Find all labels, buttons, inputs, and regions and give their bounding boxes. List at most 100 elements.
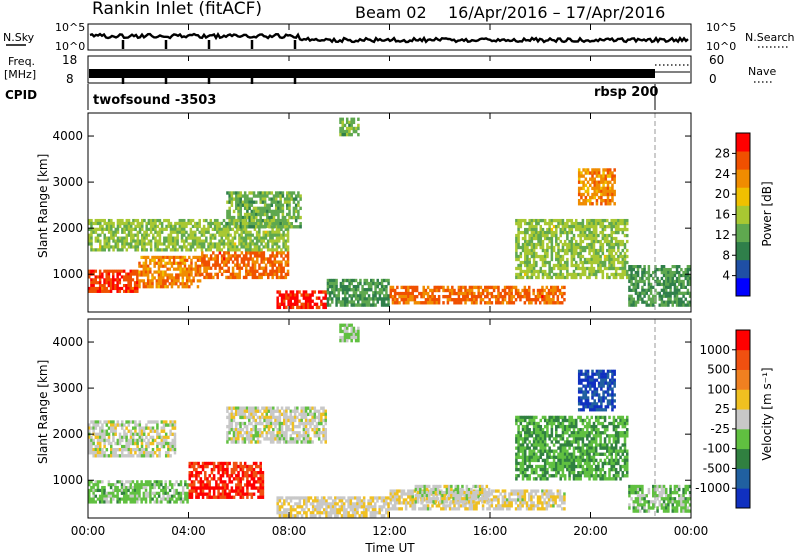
scatter-cell xyxy=(541,233,545,238)
scatter-cell xyxy=(125,275,128,279)
scatter-cell xyxy=(552,248,556,253)
scatter-cell xyxy=(274,209,278,214)
scatter-cell xyxy=(239,212,243,217)
scatter-cell xyxy=(147,454,150,458)
scatter-cell xyxy=(404,285,408,290)
scatter-cell xyxy=(583,269,587,274)
scatter-cell xyxy=(543,260,547,265)
scatter-cell xyxy=(361,294,364,298)
scatter-cell xyxy=(272,421,275,426)
scatter-cell xyxy=(376,284,379,289)
scatter-cell xyxy=(398,301,401,305)
scatter-cell xyxy=(239,480,243,484)
scatter-cell xyxy=(331,508,335,512)
scatter-cell xyxy=(326,303,330,307)
scatter-cell xyxy=(652,297,655,301)
scatter-cell xyxy=(99,239,102,243)
scatter-cell xyxy=(226,406,229,410)
scatter-cell xyxy=(422,294,425,299)
scatter-cell xyxy=(581,260,585,265)
scatter-cell xyxy=(426,298,430,302)
scatter-cell xyxy=(526,221,529,226)
scatter-cell xyxy=(132,221,135,226)
scatter-cell xyxy=(473,291,476,296)
scatter-cell xyxy=(294,502,297,506)
scatter-cell xyxy=(274,421,277,426)
scatter-cell xyxy=(121,221,124,226)
scatter-cell xyxy=(278,511,282,515)
scatter-cell xyxy=(251,242,254,246)
scatter-cell xyxy=(248,434,251,438)
scatter-cell xyxy=(144,494,148,498)
scatter-cell xyxy=(223,263,226,267)
scatter-cell xyxy=(116,485,119,490)
scatter-cell xyxy=(226,461,229,466)
scatter-cell xyxy=(264,263,268,267)
scatter-cell xyxy=(457,285,461,290)
scatter-cell xyxy=(523,257,527,262)
scatter-cell xyxy=(363,291,366,295)
scatter-cell xyxy=(484,285,487,290)
scatter-cell xyxy=(530,233,534,238)
scatter-cell xyxy=(276,508,279,512)
scatter-cell xyxy=(125,444,128,449)
scatter-cell xyxy=(285,514,288,518)
scatter-cell xyxy=(242,236,246,240)
scatter-cell xyxy=(307,302,310,306)
scatter-cell xyxy=(261,483,265,487)
scatter-cell xyxy=(202,227,206,231)
scatter-cell xyxy=(584,168,588,172)
scatter-cell xyxy=(107,454,111,458)
scatter-cell xyxy=(190,264,193,268)
scatter-cell xyxy=(574,221,578,226)
scatter-cell xyxy=(280,428,284,432)
scatter-cell xyxy=(673,294,677,298)
scatter-cell xyxy=(189,245,193,249)
scatter-cell xyxy=(232,197,236,201)
scatter-cell xyxy=(226,409,229,413)
scatter-cell xyxy=(244,233,248,237)
scatter-cell xyxy=(179,270,182,274)
scatter-cell xyxy=(94,281,98,285)
scatter-cell xyxy=(604,177,608,181)
scatter-cell xyxy=(227,230,230,234)
scatter-cell xyxy=(143,218,146,223)
scatter-cell xyxy=(252,486,256,490)
scatter-cell xyxy=(129,236,133,240)
scatter-cell xyxy=(340,502,344,506)
scatter-cell xyxy=(588,248,591,253)
scatter-cell xyxy=(160,441,164,446)
scatter-cell xyxy=(358,505,361,509)
scatter-cell xyxy=(288,225,291,229)
scatter-cell xyxy=(251,263,255,267)
scatter-cell xyxy=(250,225,254,229)
scatter-cell xyxy=(153,494,157,498)
scatter-cell xyxy=(141,221,144,226)
scatter-cell xyxy=(289,428,293,432)
scatter-cell xyxy=(242,260,246,264)
scatter-cell xyxy=(94,289,98,293)
scatter-cell xyxy=(216,245,219,249)
scatter-cell xyxy=(191,218,195,223)
scatter-cell xyxy=(331,505,335,509)
scatter-cell xyxy=(613,189,616,194)
scatter-cell xyxy=(365,278,369,283)
scatter-cell xyxy=(133,281,137,285)
scatter-cell xyxy=(179,273,182,277)
scatter-cell xyxy=(532,269,536,274)
scatter-cell xyxy=(122,269,126,273)
scatter-cell xyxy=(147,239,151,243)
scatter-cell xyxy=(555,224,558,229)
scatter-cell xyxy=(140,454,144,458)
scatter-cell xyxy=(144,488,148,493)
scatter-cell xyxy=(109,289,113,293)
scatter-cell xyxy=(229,257,233,261)
scatter-cell xyxy=(495,285,498,290)
scatter-cell xyxy=(171,432,175,436)
scatter-cell xyxy=(296,502,299,506)
scatter-cell xyxy=(601,245,605,250)
scatter-cell xyxy=(202,230,206,234)
scatter-cell xyxy=(118,239,122,243)
scatter-cell xyxy=(667,276,670,281)
scatter-cell xyxy=(196,239,199,243)
